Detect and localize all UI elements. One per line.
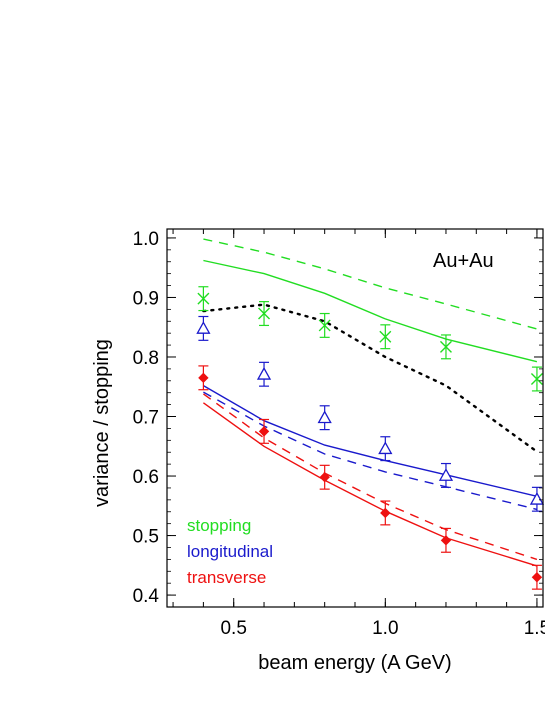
- x-tick-label: 1.5: [524, 618, 545, 639]
- x-axis-label: beam energy (A GeV): [258, 652, 451, 674]
- transverse-point: [380, 507, 391, 519]
- stopping-point: [439, 340, 452, 353]
- curve-dashed-line: [203, 391, 538, 511]
- y-tick-label: 0.7: [133, 408, 159, 429]
- x-tick-label: 0.5: [220, 618, 246, 639]
- annotation-label: Au+Au: [433, 250, 494, 272]
- curve-solid-line: [202, 402, 538, 567]
- legend-entry-longitudinal: longitudinal: [187, 542, 273, 561]
- y-axis-label: variance / stopping: [91, 339, 113, 507]
- transverse-point: [198, 372, 209, 384]
- y-tick-label: 0.4: [133, 586, 160, 607]
- legend-entry-transverse: transverse: [187, 568, 266, 587]
- x-tick-label: 1.0: [372, 618, 398, 639]
- y-tick-label: 0.5: [133, 527, 159, 548]
- stopping-point: [318, 319, 331, 332]
- curve-solid-line: [203, 384, 538, 497]
- longitudinal-point: [529, 491, 545, 505]
- transverse-point: [531, 572, 543, 583]
- plot-content: [196, 238, 545, 590]
- longitudinal-point: [317, 410, 332, 424]
- stopping-point: [258, 307, 271, 320]
- curve-dashed-line: [202, 393, 538, 561]
- transverse-point: [440, 535, 452, 546]
- transverse-point: [319, 472, 330, 483]
- axis-ticks: 0.5 1.0 1.5 0.4 0.5 0.6 0.7 0.8 0.9 1.0: [133, 229, 545, 639]
- stopping-point: [379, 330, 392, 343]
- y-tick-label: 0.9: [133, 288, 159, 309]
- legend: stopping longitudinal transverse: [187, 516, 273, 587]
- longitudinal-point: [438, 468, 454, 481]
- curve-solid-line: [203, 259, 538, 363]
- legend-entry-stopping: stopping: [187, 516, 251, 535]
- y-tick-label: 0.8: [133, 348, 159, 369]
- longitudinal-point: [378, 441, 393, 455]
- curve-dotted-line: [202, 303, 539, 453]
- y-tick-label: 0.6: [133, 467, 159, 488]
- stopping-point: [530, 373, 543, 386]
- y-tick-label: 1.0: [133, 229, 159, 250]
- transverse-point: [258, 426, 270, 437]
- stopping-point: [197, 292, 210, 305]
- longitudinal-point: [196, 321, 211, 334]
- longitudinal-point: [256, 366, 272, 380]
- curve-dashed-line: [203, 238, 538, 330]
